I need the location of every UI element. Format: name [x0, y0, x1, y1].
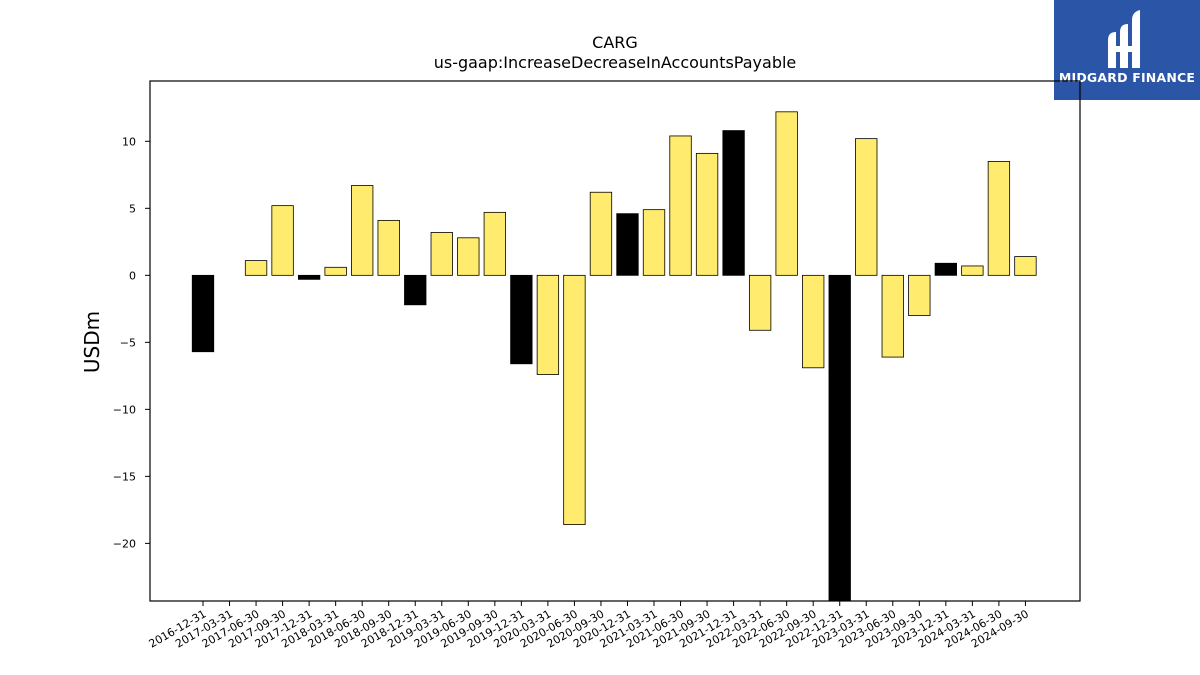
y-tick-label: −5 — [120, 336, 136, 349]
y-tick-label: −15 — [113, 470, 136, 483]
bar-2018-12-31 — [404, 274, 427, 306]
bars-group — [191, 111, 1037, 602]
bar-2017-06-30 — [244, 260, 268, 276]
bar-2017-12-31 — [297, 274, 321, 280]
bar-2024-09-30 — [1014, 256, 1037, 276]
bar-2020-12-31 — [616, 213, 639, 276]
y-axis-label: USDm — [80, 311, 104, 373]
bar-2022-06-30 — [775, 111, 798, 276]
bar-2020-06-30 — [563, 274, 586, 526]
y-tick-label: 10 — [122, 135, 136, 148]
midgard-finance-logo: MIDGARD FINANCE — [1054, 0, 1200, 100]
logo-text: MIDGARD FINANCE — [1058, 70, 1196, 85]
chart-subtitle: us-gaap:IncreaseDecreaseInAccountsPayabl… — [434, 53, 797, 72]
bar-2021-06-30 — [669, 135, 692, 276]
bar-2019-12-31 — [510, 274, 533, 365]
bar-2019-09-30 — [483, 211, 506, 276]
bar-2018-09-30 — [377, 219, 400, 276]
bar-2024-03-31 — [961, 265, 984, 276]
bar-2023-03-31 — [855, 138, 878, 276]
bar-2018-06-30 — [351, 185, 374, 276]
x-axis: 2016-12-312017-03-312017-06-302017-09-30… — [147, 601, 1031, 651]
midgard-logo-icon — [1108, 10, 1140, 68]
bar-2022-03-31 — [748, 274, 772, 331]
y-axis: 10 5 0 −5 −10 −15 −20 — [113, 135, 150, 550]
bar-2016-12-31 — [191, 274, 215, 353]
bar-2019-06-30 — [457, 237, 480, 276]
bar-2017-09-30 — [271, 205, 294, 276]
bar-2022-12-31 — [828, 274, 851, 602]
y-tick-label: 0 — [129, 269, 136, 282]
bar-2023-06-30 — [881, 274, 904, 358]
y-tick-label: −10 — [113, 403, 136, 416]
bar-2023-09-30 — [908, 274, 931, 316]
bar-2021-03-31 — [642, 209, 666, 276]
bar-2020-03-31 — [536, 274, 560, 375]
bar-2020-09-30 — [589, 191, 613, 276]
plot-frame — [149, 80, 1081, 602]
y-tick-label: 5 — [129, 202, 136, 215]
bar-2019-03-31 — [430, 232, 453, 276]
bar-2021-12-31 — [722, 130, 745, 276]
chart-title: CARG — [592, 33, 638, 52]
bar-2022-09-30 — [802, 274, 825, 369]
bar-2018-03-31 — [324, 266, 347, 276]
y-tick-label: −20 — [113, 537, 136, 550]
bar-2024-06-30 — [987, 161, 1011, 276]
bar-2023-12-31 — [934, 262, 957, 276]
bar-2021-09-30 — [695, 152, 719, 276]
